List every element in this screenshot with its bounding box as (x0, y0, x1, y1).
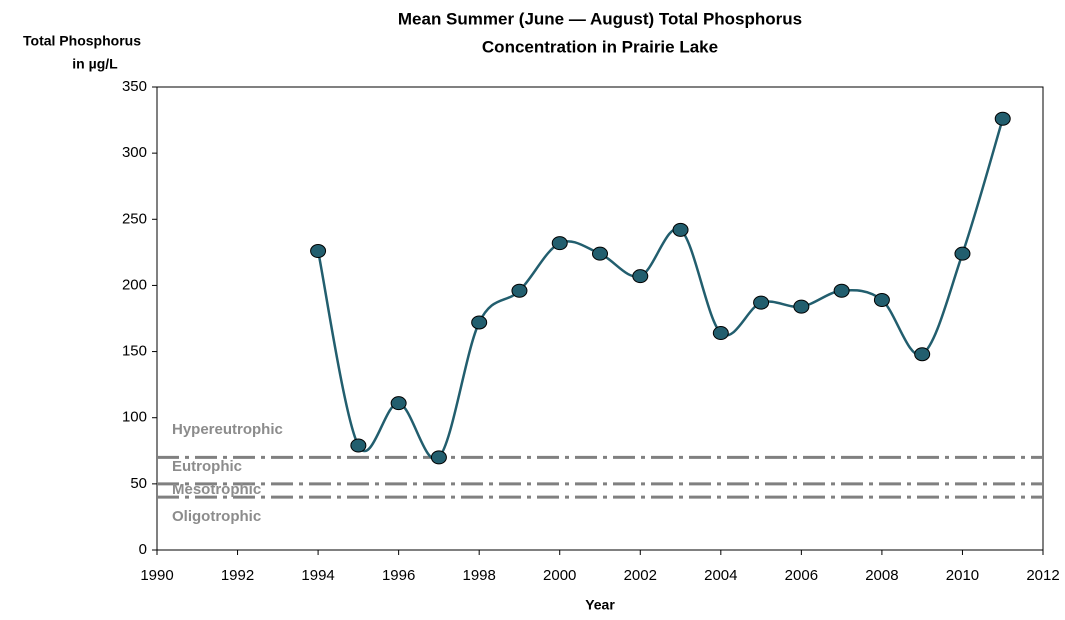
data-point (833, 283, 850, 298)
y-tick-label: 100 (122, 409, 147, 426)
x-axis-label: Year (585, 597, 615, 613)
x-tick-label: 2000 (543, 567, 576, 584)
zone-label: Hypereutrophic (172, 421, 283, 438)
data-point (994, 111, 1011, 126)
x-tick-label: 2010 (946, 567, 979, 584)
x-tick-label: 2008 (865, 567, 898, 584)
data-point (954, 246, 971, 261)
zone-label: Mesotrophic (172, 481, 261, 498)
zone-label: Eutrophic (172, 458, 242, 475)
y-tick-label: 250 (122, 210, 147, 227)
y-axis-label: in µg/L (72, 56, 118, 72)
y-tick-label: 150 (122, 343, 147, 360)
y-axis-label: Total Phosphorus (23, 33, 141, 49)
y-tick-label: 50 (130, 475, 147, 492)
x-tick-label: 2006 (785, 567, 818, 584)
data-point (310, 244, 327, 259)
y-tick-label: 0 (139, 541, 147, 558)
data-point (632, 269, 649, 284)
x-tick-label: 2004 (704, 567, 737, 584)
x-tick-label: 1990 (140, 567, 173, 584)
zone-label: Oligotrophic (172, 508, 261, 525)
x-tick-label: 1992 (221, 567, 254, 584)
data-point (753, 295, 770, 310)
x-tick-label: 2012 (1026, 567, 1059, 584)
plot-frame (156, 86, 1044, 551)
data-point (592, 246, 608, 261)
data-point (712, 326, 729, 341)
data-point (873, 292, 890, 307)
x-tick-label: 1998 (462, 567, 495, 584)
data-point (793, 299, 810, 314)
x-tick-label: 2002 (624, 567, 657, 584)
data-point (471, 315, 488, 330)
data-point (390, 396, 407, 411)
data-point (350, 438, 367, 453)
data-point (430, 450, 447, 465)
x-tick-label: 1996 (382, 567, 415, 584)
data-point (551, 236, 568, 251)
series-line (316, 118, 1004, 461)
chart-title: Concentration in Prairie Lake (482, 37, 718, 56)
chart-title: Mean Summer (June — August) Total Phosph… (398, 9, 802, 28)
data-point (672, 222, 689, 237)
x-tick-label: 1994 (301, 567, 334, 584)
data-point (914, 347, 931, 362)
y-tick-label: 350 (122, 78, 147, 95)
y-tick-label: 200 (122, 276, 147, 293)
data-point (511, 283, 528, 298)
y-tick-label: 300 (122, 144, 147, 161)
